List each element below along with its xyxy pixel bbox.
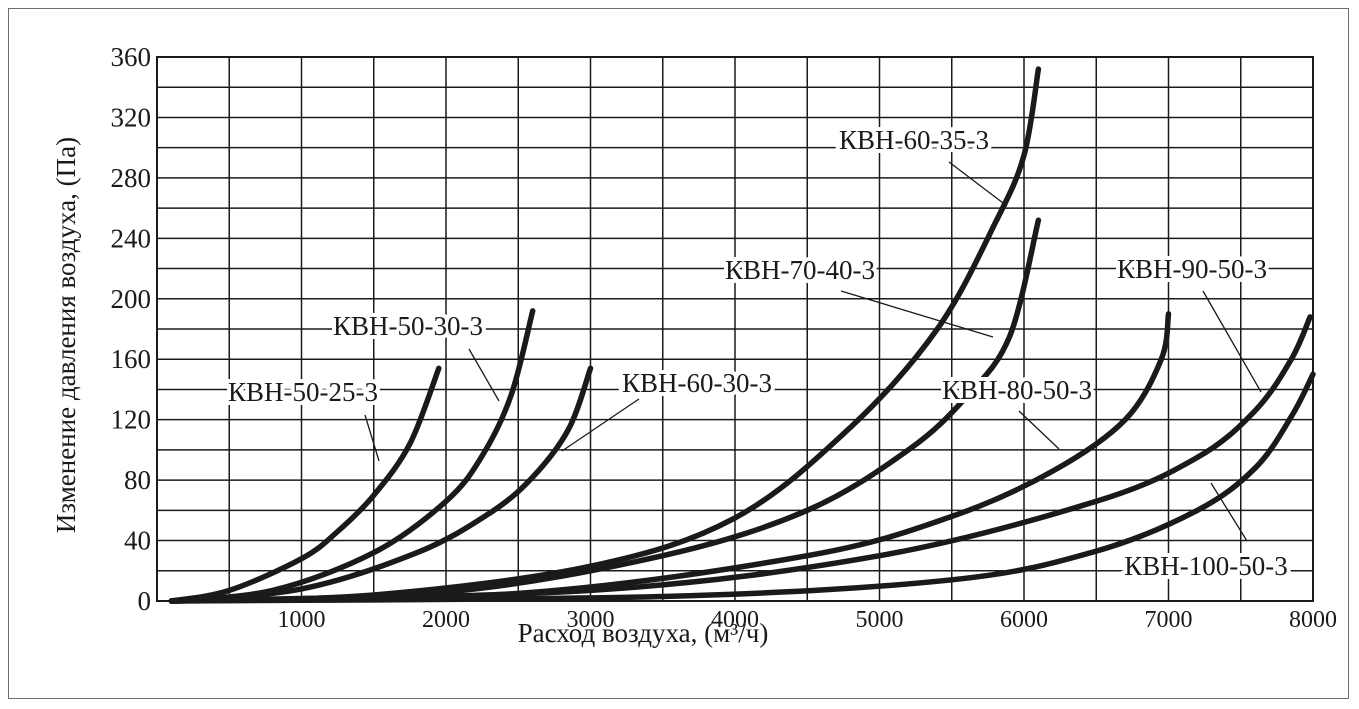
series-line-7: [168, 314, 1313, 604]
series-line-5: [168, 217, 1042, 604]
series-line-6: [168, 311, 1172, 604]
series-label-2: КВН-50-30-3: [333, 311, 483, 341]
series-label-5: КВН-70-40-3: [725, 255, 875, 285]
series-label-7: КВН-90-50-3: [1117, 254, 1267, 284]
leader-line-1: [364, 414, 380, 462]
series-label-1: КВН-50-25-3: [228, 377, 378, 407]
x-tick-label: 4000: [711, 607, 759, 633]
x-tick-label: 2000: [422, 607, 470, 633]
y-axis-title: Изменение давления воздуха, (Па): [51, 137, 81, 533]
x-tick-label: 1000: [278, 607, 326, 633]
series-label-4: КВН-60-35-3: [839, 125, 989, 155]
series-line-3: [168, 365, 594, 604]
leader-line-8: [1210, 482, 1248, 542]
x-tick-label: 3000: [567, 607, 615, 633]
leader-line-5: [840, 290, 994, 338]
leader-line-2: [468, 348, 500, 402]
label-leader-lines: [364, 161, 1262, 542]
plot-border: [156, 56, 1314, 602]
y-tick-label: 320: [111, 102, 152, 132]
series-line-1: [168, 365, 442, 604]
series-label-8: КВН-100-50-3: [1124, 551, 1288, 581]
y-tick-label: 280: [111, 163, 152, 193]
leader-line-7: [1202, 290, 1262, 393]
x-tick-label: 8000: [1289, 607, 1337, 633]
leader-line-4: [948, 161, 1008, 207]
leader-line-3: [561, 398, 640, 452]
series-labels: КВН-50-25-3 КВН-50-30-3 КВН-60-30-3 КВН-60-…: [224, 121, 1292, 585]
y-tick-label: 0: [138, 586, 152, 616]
axis-ticks: 1000 2000 3000 4000 5000 6000 7000 8000 0 40 80 120…: [111, 42, 1338, 633]
air-pressure-chart: КВН-50-25-3 КВН-50-30-3 КВН-60-30-3 КВН-60-…: [51, 42, 1338, 648]
y-tick-label: 200: [111, 284, 152, 314]
y-tick-label: 120: [111, 405, 152, 435]
series-label-6: КВН-80-50-3: [942, 375, 1092, 405]
series-curves: [168, 66, 1316, 604]
series-line-8: [168, 371, 1316, 604]
x-tick-label: 5000: [856, 607, 904, 633]
y-tick-label: 360: [111, 42, 152, 72]
y-tick-label: 240: [111, 223, 152, 253]
x-tick-label: 7000: [1145, 607, 1193, 633]
leader-line-6: [1018, 410, 1060, 450]
x-axis-title: Расход воздуха, (м³/ч): [518, 618, 769, 648]
y-tick-label: 160: [111, 344, 152, 374]
series-line-2: [168, 308, 536, 604]
series-label-3: КВН-60-30-3: [622, 368, 772, 398]
x-tick-label: 6000: [1000, 607, 1048, 633]
y-tick-label: 80: [124, 465, 151, 495]
chart-frame: КВН-50-25-3 КВН-50-30-3 КВН-60-30-3 КВН-60-…: [8, 8, 1349, 699]
grid: [156, 56, 1314, 602]
y-tick-label: 40: [124, 526, 151, 556]
